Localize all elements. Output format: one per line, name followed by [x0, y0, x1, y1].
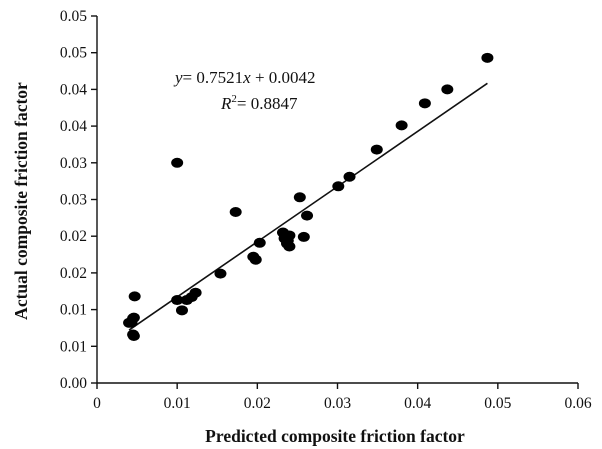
- r-squared: R2= 0.8847: [220, 93, 298, 113]
- x-tick-label: 0.02: [244, 395, 271, 412]
- r-superscript: 2: [231, 93, 237, 105]
- data-points: [123, 52, 494, 342]
- r-squared-value: = 0.8847: [237, 94, 298, 113]
- equation-slope: = 0.7521: [183, 68, 244, 87]
- data-point: [127, 331, 140, 342]
- data-point: [370, 144, 383, 155]
- data-point: [343, 171, 356, 182]
- data-point: [441, 84, 454, 95]
- data-point: [214, 268, 227, 279]
- y-tick-label: 0.04: [60, 81, 87, 98]
- x-axis-ticks: 0 0.01 0.02 0.03 0.04 0.05 0.06: [93, 383, 592, 412]
- data-point: [171, 157, 184, 168]
- data-point: [418, 98, 431, 109]
- data-point: [128, 291, 141, 302]
- y-tick-label: 0.05: [60, 8, 87, 25]
- equation-intercept: + 0.0042: [251, 68, 316, 87]
- data-point: [249, 254, 262, 265]
- x-axis-title: Predicted composite friction factor: [205, 426, 465, 446]
- trend-line: [128, 82, 488, 331]
- x-tick-label: 0.03: [324, 395, 351, 412]
- x-tick-label: 0.04: [404, 395, 431, 412]
- y-tick-label: 0.00: [60, 375, 87, 392]
- data-point: [395, 120, 408, 131]
- regression-equation: y= 0.7521x + 0.0042: [173, 68, 316, 87]
- y-tick-label: 0.05: [60, 45, 87, 62]
- data-point: [175, 305, 188, 316]
- data-point: [229, 206, 242, 217]
- data-point: [293, 192, 306, 203]
- equation-y-symbol: y: [173, 68, 183, 87]
- data-point: [283, 230, 296, 241]
- r-symbol: R: [220, 94, 232, 113]
- x-tick-label: 0.01: [164, 395, 191, 412]
- data-point: [127, 312, 140, 323]
- x-tick-label: 0: [93, 395, 101, 412]
- y-tick-label: 0.02: [60, 265, 87, 282]
- data-point: [283, 241, 296, 252]
- data-point: [253, 237, 266, 248]
- data-point: [332, 181, 345, 192]
- data-point: [301, 210, 314, 221]
- y-tick-label: 0.02: [60, 228, 87, 245]
- data-point: [297, 231, 310, 242]
- data-point: [171, 295, 184, 306]
- x-tick-label: 0.05: [484, 395, 511, 412]
- y-tick-label: 0.01: [60, 302, 87, 319]
- y-tick-label: 0.04: [60, 118, 87, 135]
- y-tick-label: 0.01: [60, 338, 87, 355]
- equation-x-symbol: x: [242, 68, 251, 87]
- y-tick-label: 0.03: [60, 155, 87, 172]
- y-axis-title: Actual composite friction factor: [11, 82, 31, 320]
- y-tick-label: 0.03: [60, 192, 87, 209]
- data-point: [481, 52, 494, 63]
- y-axis-ticks: 0.00 0.01 0.01 0.02 0.02 0.03 0.03 0.04 0.04 0.05…: [60, 8, 97, 392]
- x-tick-label: 0.06: [564, 395, 591, 412]
- data-point: [189, 287, 202, 298]
